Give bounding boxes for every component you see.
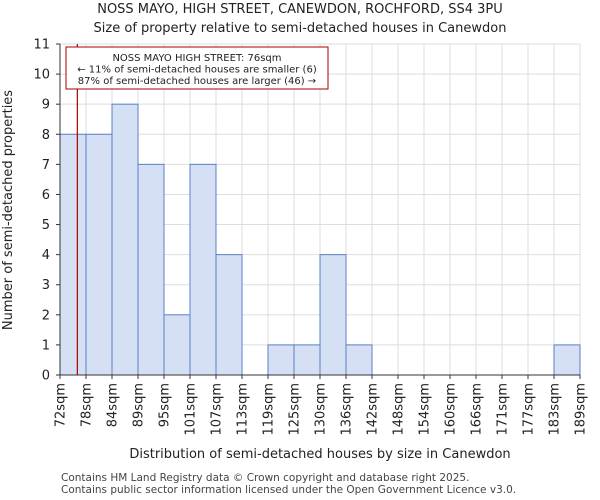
y-tick-label: 10 bbox=[33, 68, 50, 83]
bar bbox=[293, 344, 321, 376]
bar bbox=[319, 254, 347, 376]
x-tick-label: 171sqm bbox=[496, 383, 511, 436]
x-tick-label: 177sqm bbox=[522, 383, 537, 436]
chart-subtitle: Size of property relative to semi-detach… bbox=[93, 21, 507, 36]
y-tick-label: 1 bbox=[42, 338, 50, 353]
y-axis-label: Number of semi-detached properties bbox=[1, 90, 16, 330]
y-tick-label: 9 bbox=[42, 98, 50, 113]
x-tick-label: 154sqm bbox=[418, 383, 433, 436]
footer-licence: Contains public sector information licen… bbox=[61, 484, 517, 496]
y-tick-label: 7 bbox=[42, 158, 50, 173]
y-tick-label: 11 bbox=[33, 38, 50, 53]
bar bbox=[215, 254, 243, 376]
x-tick-label: 72sqm bbox=[54, 383, 69, 427]
bar bbox=[85, 133, 113, 376]
y-tick-label: 3 bbox=[42, 278, 50, 293]
x-tick-label: 78sqm bbox=[80, 383, 95, 427]
bar bbox=[137, 163, 165, 376]
bar bbox=[163, 314, 191, 376]
bar bbox=[111, 103, 139, 376]
x-tick-label: 113sqm bbox=[236, 383, 251, 436]
x-tick-label: 125sqm bbox=[288, 383, 303, 436]
y-tick-label: 8 bbox=[42, 128, 50, 143]
bar bbox=[553, 344, 581, 376]
x-tick-label: 101sqm bbox=[184, 383, 199, 436]
x-tick-label: 89sqm bbox=[132, 383, 147, 427]
bar bbox=[345, 344, 373, 376]
footer-copyright: Contains HM Land Registry data © Crown c… bbox=[61, 472, 470, 484]
y-tick-labels: 0 1 2 3 4 5 6 7 8 9 10 11 bbox=[33, 38, 60, 384]
y-tick-label: 4 bbox=[42, 248, 50, 263]
x-tick-label: 183sqm bbox=[548, 383, 563, 436]
bars bbox=[59, 103, 581, 376]
y-tick-label: 6 bbox=[42, 188, 50, 203]
bar bbox=[267, 344, 295, 376]
x-tick-labels: 72sqm 78sqm 84sqm 89sqm 95sqm 101sqm 107sqm 113… bbox=[54, 375, 589, 436]
x-tick-label: 160sqm bbox=[444, 383, 459, 436]
x-tick-label: 130sqm bbox=[314, 383, 329, 436]
y-tick-label: 2 bbox=[42, 308, 50, 323]
x-tick-label: 119sqm bbox=[262, 383, 277, 436]
chart-title: NOSS MAYO, HIGH STREET, CANEWDON, ROCHFO… bbox=[97, 2, 503, 17]
x-tick-label: 107sqm bbox=[210, 383, 225, 436]
x-axis-label: Distribution of semi-detached houses by … bbox=[129, 447, 510, 462]
x-tick-label: 166sqm bbox=[470, 383, 485, 436]
annotation-text: ← 11% of semi-detached houses are smalle… bbox=[77, 65, 317, 76]
x-tick-label: 148sqm bbox=[392, 383, 407, 436]
annotation-text: NOSS MAYO HIGH STREET: 76sqm bbox=[112, 53, 281, 64]
y-tick-label: 0 bbox=[42, 369, 50, 384]
annotation-box: NOSS MAYO HIGH STREET: 76sqm← 11% of sem… bbox=[65, 46, 329, 90]
annotation-text: 87% of semi-detached houses are larger (… bbox=[78, 76, 316, 87]
bar bbox=[189, 163, 217, 376]
x-tick-label: 142sqm bbox=[366, 383, 381, 436]
x-tick-label: 84sqm bbox=[106, 383, 121, 427]
x-tick-label: 95sqm bbox=[158, 383, 173, 427]
x-tick-label: 136sqm bbox=[340, 383, 355, 436]
y-tick-label: 5 bbox=[42, 218, 50, 233]
x-tick-label: 189sqm bbox=[574, 383, 589, 436]
bar bbox=[59, 133, 87, 376]
annotation-frame bbox=[65, 46, 329, 90]
